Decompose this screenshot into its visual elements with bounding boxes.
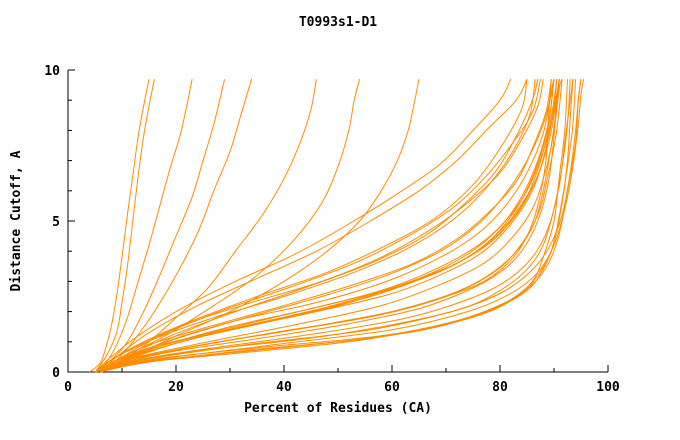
- series-line: [100, 79, 555, 373]
- series-line: [89, 79, 150, 373]
- series-line: [100, 79, 574, 373]
- series-line: [94, 79, 560, 373]
- series-line: [100, 79, 560, 373]
- series-line: [94, 79, 552, 373]
- x-tick-label: 40: [276, 380, 292, 395]
- series-line: [94, 78, 361, 373]
- series-line: [100, 78, 539, 373]
- series-line: [94, 78, 555, 373]
- chart-title: T0993s1-D1: [299, 15, 377, 30]
- x-tick-label: 100: [596, 380, 620, 395]
- series-line: [94, 79, 582, 373]
- series-line: [94, 79, 555, 373]
- series-line: [94, 79, 155, 373]
- x-tick-label: 20: [168, 380, 184, 395]
- series-line: [94, 79, 568, 373]
- series-line: [94, 78, 226, 373]
- series-line: [94, 79, 536, 373]
- series-layer: [89, 78, 585, 373]
- axis-lines: [67, 70, 608, 373]
- series-line: [100, 78, 563, 373]
- x-tick-label: 60: [384, 380, 400, 395]
- series-line: [100, 79, 560, 373]
- series-line: [94, 78, 512, 373]
- x-axis-label: Percent of Residues (CA): [244, 401, 432, 416]
- series-line: [100, 79, 582, 373]
- series-line: [100, 79, 563, 373]
- series-line: [100, 79, 560, 373]
- x-tick-label: 0: [64, 380, 72, 395]
- x-tick-label: 80: [492, 380, 508, 395]
- series-line: [100, 79, 585, 373]
- series-line: [100, 79, 560, 373]
- y-tick-label: 10: [44, 64, 60, 79]
- series-line: [94, 78, 193, 373]
- axes-layer: 0 20 40 60 80 100 0 5 10: [44, 64, 620, 395]
- series-line: [100, 79, 574, 373]
- y-axis-label: Distance Cutoff, A: [9, 150, 24, 291]
- y-tick-label: 5: [52, 215, 60, 230]
- series-line: [94, 79, 528, 373]
- series-line: [100, 79, 555, 373]
- series-line: [100, 78, 528, 373]
- series-line: [94, 79, 571, 373]
- series-line: [94, 79, 577, 373]
- y-tick-label: 0: [52, 366, 60, 381]
